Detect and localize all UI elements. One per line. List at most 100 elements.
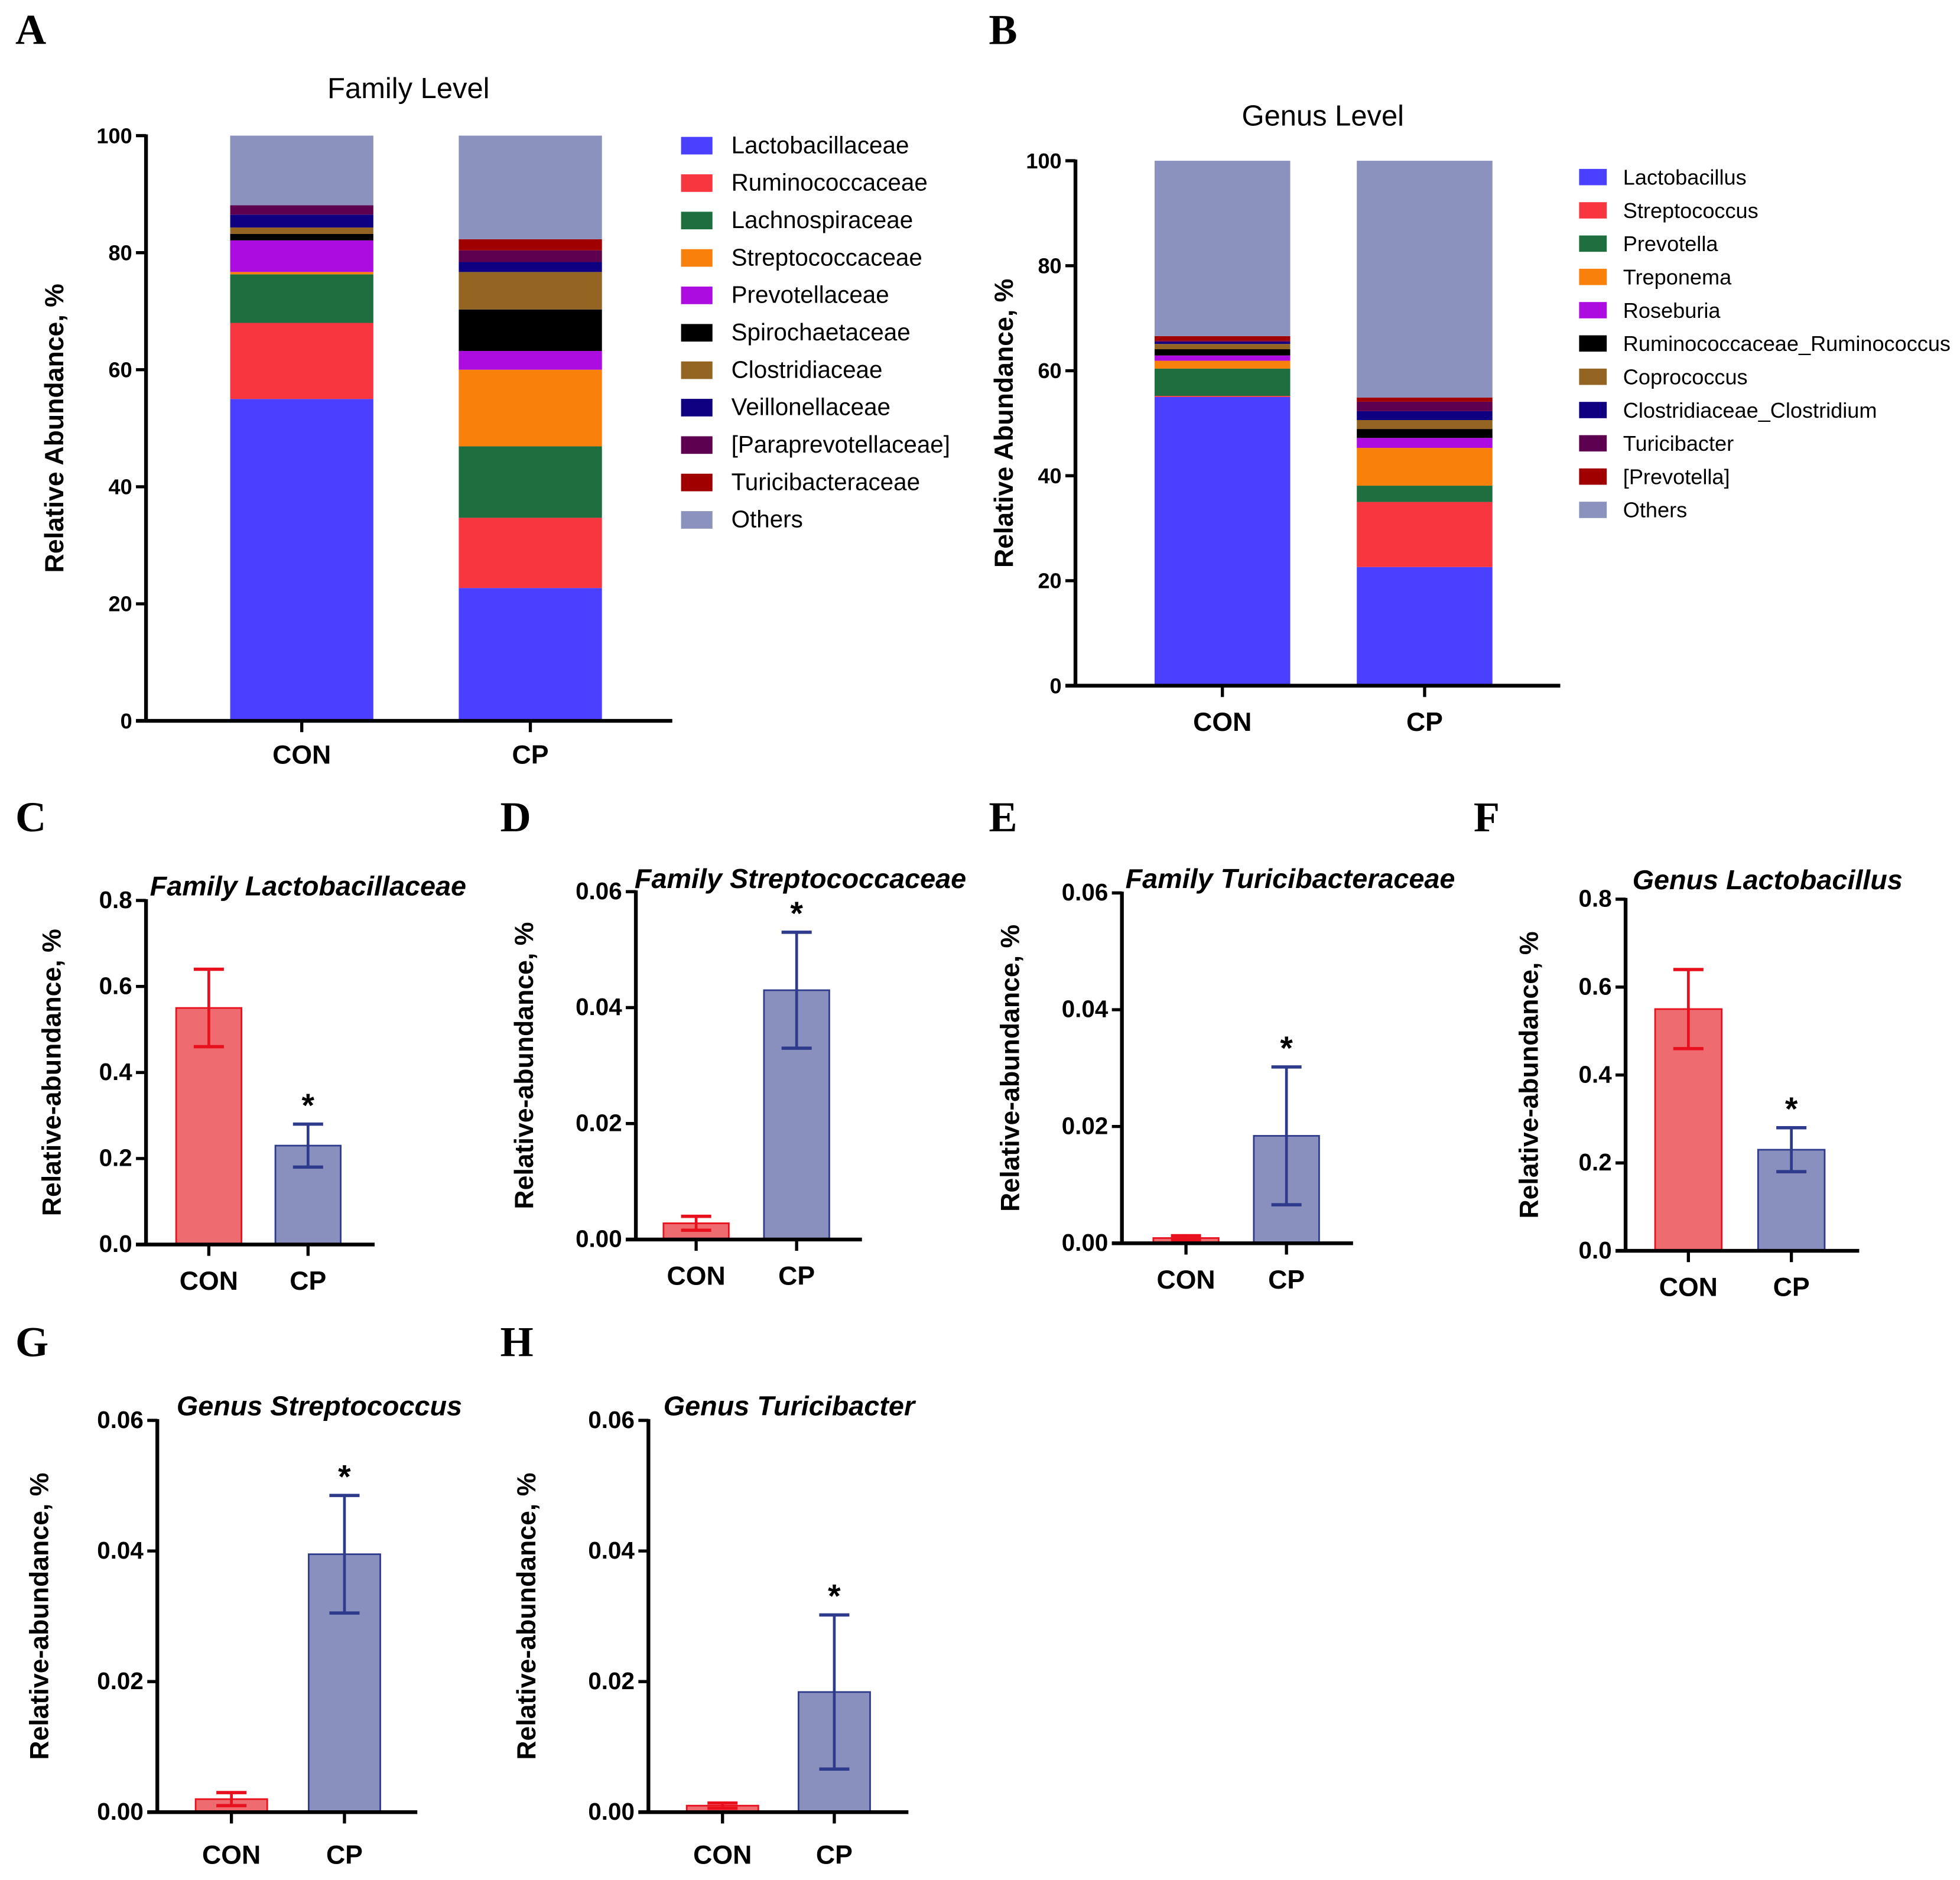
y-tick-label: 0.8 [99, 886, 132, 913]
legend-swatch [681, 511, 713, 529]
x-tick-label: CP [1406, 708, 1443, 737]
stacked-segment-cp [1357, 419, 1493, 430]
legend-label: Spirochaetaceae [732, 318, 911, 346]
y-tick-label: 20 [1038, 569, 1061, 593]
y-tick-label: 0.0 [1579, 1237, 1612, 1264]
y-axis-label: Relative-abundance, % [25, 1473, 54, 1760]
y-axis-label: Relative Abundance, % [990, 279, 1019, 568]
y-axis-label: Relative-abundance, % [1514, 931, 1543, 1218]
legend-swatch [1579, 302, 1607, 318]
stacked-segment-cp [1357, 502, 1493, 567]
chart-title: Genus Lactobacillus [1633, 864, 1903, 895]
stacked-segment-con [230, 233, 373, 240]
stacked-segment-con [230, 227, 373, 234]
y-axis-label: Relative-abundance, % [510, 922, 539, 1209]
legend-swatch [681, 174, 713, 192]
y-tick-label: 0.02 [588, 1667, 635, 1694]
stacked-segment-con [230, 240, 373, 272]
x-tick-label: CP [816, 1840, 853, 1869]
y-tick-label: 0.4 [99, 1058, 133, 1085]
legend-swatch [681, 136, 713, 155]
significance-marker: * [302, 1087, 315, 1124]
legend-label: Turicibacter [1623, 431, 1734, 456]
x-tick-label: CON [272, 740, 331, 769]
y-tick-label: 60 [109, 358, 132, 382]
stacked-segment-con [230, 272, 373, 275]
y-tick-label: 60 [1038, 359, 1061, 383]
legend-label: Turicibacteraceae [732, 468, 920, 495]
y-tick-label: 0.6 [99, 972, 132, 999]
chart-title: Family Level [327, 73, 489, 105]
legend-label: Lactobacillaceae [732, 131, 909, 158]
y-tick-label: 0.2 [1579, 1149, 1612, 1176]
x-tick-label: CP [778, 1261, 815, 1290]
stacked-segment-cp [459, 239, 602, 251]
panel-label: F [1474, 793, 1500, 841]
legend-swatch [681, 324, 713, 342]
stacked-segment-cp [1357, 411, 1493, 420]
y-tick-label: 0.0 [99, 1230, 132, 1257]
stacked-segment-con [1154, 360, 1291, 369]
y-tick-label: 0.04 [588, 1537, 635, 1564]
stacked-segment-cp [1357, 429, 1493, 438]
y-axis-label: Relative-abundance, % [512, 1473, 541, 1760]
y-axis-label: Relative Abundance, % [40, 284, 69, 573]
stacked-segment-cp [459, 135, 602, 239]
y-tick-label: 0.02 [576, 1109, 622, 1136]
stacked-segment-con [1154, 161, 1291, 336]
panel-label: C [15, 793, 46, 841]
stacked-segment-con [230, 399, 373, 721]
stacked-segment-cp [459, 262, 602, 272]
panel-label: D [500, 793, 531, 841]
legend-label: Clostridiaceae [732, 356, 883, 383]
legend-swatch [1579, 502, 1607, 518]
y-tick-label: 0.06 [588, 1406, 635, 1433]
stacked-segment-con [1154, 344, 1291, 350]
y-tick-label: 0.00 [588, 1798, 635, 1825]
legend-swatch [1579, 335, 1607, 352]
legend-label: Treponema [1623, 265, 1732, 289]
stacked-segment-cp [1357, 448, 1493, 486]
x-tick-label: CON [1157, 1266, 1215, 1294]
legend-label: Ruminococcaceae [732, 169, 928, 196]
legend-label: Clostridiaceae_Clostridium [1623, 398, 1877, 422]
stacked-segment-con [230, 274, 373, 323]
y-tick-label: 0.04 [97, 1537, 144, 1564]
stacked-segment-cp [1357, 567, 1493, 686]
stacked-segment-cp [1357, 397, 1493, 402]
significance-marker: * [828, 1578, 841, 1615]
panel-label: G [15, 1319, 48, 1366]
legend-swatch [681, 473, 713, 492]
legend-swatch [681, 361, 713, 379]
y-tick-label: 0.00 [1062, 1229, 1109, 1256]
stacked-segment-con [1154, 340, 1291, 342]
legend-label: Veillonellaceae [732, 393, 890, 421]
panel-label: B [989, 6, 1017, 53]
significance-marker: * [1280, 1030, 1293, 1066]
stacked-segment-cp [459, 588, 602, 721]
y-tick-label: 0.02 [97, 1667, 144, 1694]
stacked-segment-cp [1357, 401, 1493, 411]
y-axis-label: Relative-abundance, % [38, 929, 67, 1216]
legend-swatch [1579, 168, 1607, 186]
y-tick-label: 100 [96, 123, 132, 148]
y-tick-label: 0.00 [97, 1798, 144, 1825]
y-tick-label: 0.8 [1579, 885, 1612, 912]
y-tick-label: 0.06 [1062, 879, 1109, 906]
x-tick-label: CON [202, 1840, 261, 1869]
chart-title: Genus Streptococcus [177, 1391, 462, 1422]
chart-title: Family Turicibacteraceae [1126, 863, 1455, 894]
x-tick-label: CP [512, 740, 549, 769]
panel-label: E [989, 793, 1017, 841]
legend-swatch [1579, 435, 1607, 452]
stacked-segment-cp [459, 518, 602, 588]
y-tick-label: 0 [121, 709, 132, 733]
stacked-segment-con [1154, 396, 1291, 686]
legend-swatch [1579, 268, 1607, 285]
stacked-segment-con [1154, 396, 1291, 397]
legend-label: Others [732, 506, 803, 533]
chart-title: Family Lactobacillaceae [150, 871, 466, 902]
stacked-segment-cp [459, 309, 602, 352]
chart-title: Genus Level [1242, 100, 1404, 132]
legend-swatch [681, 436, 713, 454]
